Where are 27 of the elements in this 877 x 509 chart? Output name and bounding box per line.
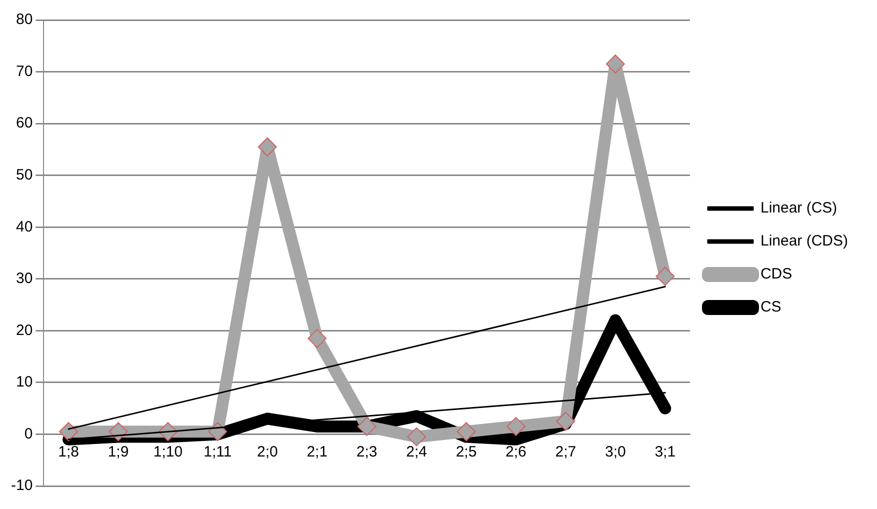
legend-label: CS	[760, 298, 782, 316]
y-tick-label: 40	[16, 218, 33, 236]
y-tick-label: 70	[16, 62, 33, 80]
legend-label: CDS	[760, 266, 792, 283]
x-tick-label: 1;8	[58, 443, 79, 460]
x-tick-label: 1;10	[153, 443, 183, 460]
y-tick-label: -10	[10, 477, 33, 494]
x-tick-label: 2;3	[356, 443, 378, 460]
y-tick-label: 0	[24, 425, 33, 442]
x-tick-label: 2;5	[456, 443, 477, 460]
x-tick-label: 2;0	[256, 443, 278, 460]
x-tick-label: 3;0	[604, 443, 626, 460]
legend-label: Linear (CDS)	[760, 232, 848, 250]
x-tick-label: 2;7	[555, 443, 576, 460]
legend-label: Linear (CS)	[760, 200, 838, 217]
x-tick-label: 2;6	[506, 443, 526, 460]
x-tick-label: 1;9	[108, 443, 129, 460]
y-tick-label: 50	[16, 166, 33, 184]
x-tick-label: 3;1	[654, 443, 676, 460]
y-tick-label: 30	[16, 270, 33, 288]
x-tick-label: 1;11	[204, 443, 232, 460]
x-tick-label: 2;4	[406, 443, 427, 460]
y-tick-label: 60	[16, 114, 33, 132]
y-tick-label: 10	[16, 374, 33, 391]
y-tick-label: 20	[16, 322, 33, 339]
y-tick-label: 80	[16, 11, 33, 28]
x-tick-label: 2;1	[306, 443, 328, 460]
